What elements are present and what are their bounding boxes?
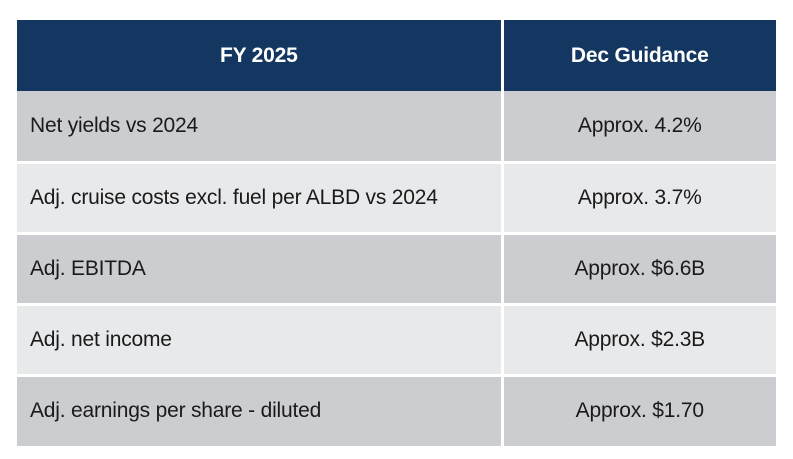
- guidance-table-body: Net yields vs 2024 Approx. 4.2% Adj. cru…: [17, 91, 776, 446]
- table-row-cruise-costs: Adj. cruise costs excl. fuel per ALBD vs…: [17, 162, 776, 233]
- header-row: FY 2025 Dec Guidance: [17, 20, 776, 91]
- table-row-adj-ebitda: Adj. EBITDA Approx. $6.6B: [17, 233, 776, 304]
- metric-label-cell: Adj. cruise costs excl. fuel per ALBD vs…: [17, 162, 504, 233]
- column-header-dec-guidance: Dec Guidance: [502, 20, 776, 91]
- metric-value-cell: Approx. 3.7%: [502, 162, 776, 233]
- metric-label-cell: Adj. EBITDA: [17, 233, 504, 304]
- metric-value-cell: Approx. $1.70: [502, 375, 776, 446]
- metric-value-cell: Approx. 4.2%: [502, 91, 776, 162]
- metric-label-cell: Adj. net income: [17, 304, 504, 375]
- table-row-adj-net-income: Adj. net income Approx. $2.3B: [17, 304, 776, 375]
- guidance-table-header: FY 2025 Dec Guidance: [17, 20, 776, 91]
- metric-value-cell: Approx. $2.3B: [502, 304, 776, 375]
- metric-label-cell: Adj. earnings per share - diluted: [17, 375, 504, 446]
- metric-label-cell: Net yields vs 2024: [17, 91, 504, 162]
- column-header-fy2025: FY 2025: [17, 20, 504, 91]
- metric-value-cell: Approx. $6.6B: [502, 233, 776, 304]
- table-row-adj-eps-diluted: Adj. earnings per share - diluted Approx…: [17, 375, 776, 446]
- guidance-table: FY 2025 Dec Guidance Net yields vs 2024 …: [17, 20, 776, 446]
- table-row-net-yields: Net yields vs 2024 Approx. 4.2%: [17, 91, 776, 162]
